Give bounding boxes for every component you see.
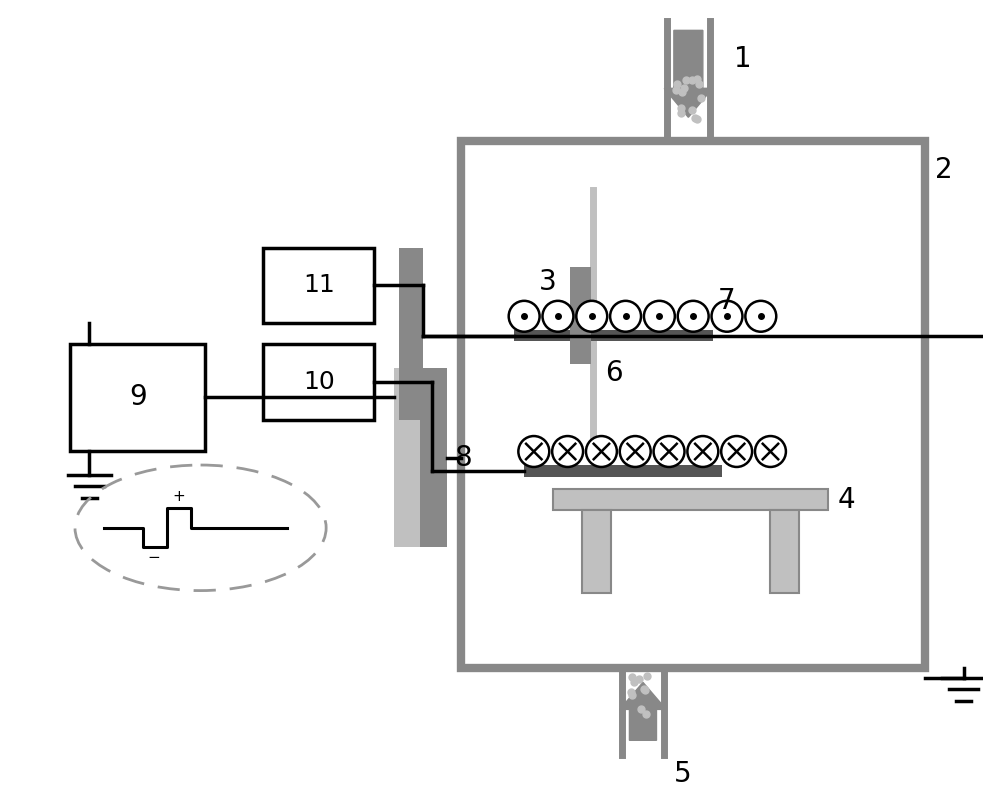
Bar [770,510,799,592]
Bar [524,465,722,476]
Bar [263,248,374,323]
Text: 5: 5 [674,760,691,788]
Bar [399,248,423,419]
Circle shape [586,436,617,467]
Bar [553,489,828,510]
Bar [263,344,374,419]
Text: 10: 10 [303,370,335,394]
Text: 8: 8 [455,444,472,472]
Text: 9: 9 [129,383,147,412]
Text: +: + [172,489,185,504]
Circle shape [576,301,607,332]
Circle shape [755,436,786,467]
Text: 2: 2 [935,156,952,184]
Circle shape [509,301,540,332]
Text: 11: 11 [303,273,335,297]
Bar [582,510,611,592]
Bar [570,267,591,363]
Bar [70,344,205,450]
FancyArrow shape [664,30,713,117]
Circle shape [721,436,752,467]
Circle shape [620,436,651,467]
Bar [770,510,799,592]
Text: 1: 1 [734,45,751,73]
Circle shape [745,301,776,332]
Circle shape [518,436,549,467]
Text: 4: 4 [838,486,856,514]
Circle shape [687,436,718,467]
Bar [582,510,611,592]
Circle shape [654,436,684,467]
Circle shape [712,301,742,332]
Bar [514,329,713,341]
Text: 6: 6 [605,359,622,387]
Circle shape [552,436,583,467]
Bar [420,368,447,547]
FancyArrow shape [620,683,666,740]
Text: 7: 7 [717,287,735,315]
Text: −: − [148,550,161,565]
Bar [461,141,925,668]
Text: 3: 3 [539,268,557,295]
Bar [553,489,828,510]
Circle shape [610,301,641,332]
Circle shape [543,301,573,332]
Bar [394,368,420,547]
Circle shape [678,301,709,332]
Circle shape [644,301,675,332]
